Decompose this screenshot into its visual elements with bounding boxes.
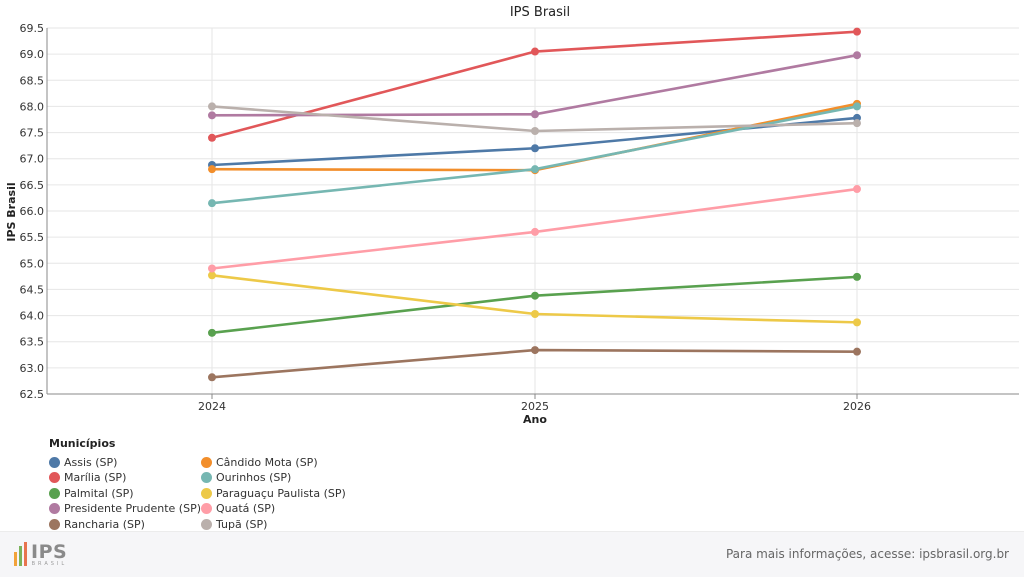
data-point[interactable] xyxy=(208,102,216,111)
series-3 xyxy=(208,102,861,208)
y-axis-label: IPS Brasil xyxy=(5,182,18,241)
logo-bars-icon xyxy=(14,542,27,566)
data-point[interactable] xyxy=(531,47,539,56)
data-point[interactable] xyxy=(531,127,539,136)
series-2 xyxy=(208,27,861,142)
logo-text: IPS xyxy=(31,541,68,563)
y-tick-label: 68.0 xyxy=(20,100,45,113)
legend-label: Presidente Prudente (SP) xyxy=(63,502,201,516)
data-point[interactable] xyxy=(853,272,861,281)
y-tick-label: 63.5 xyxy=(20,336,45,349)
data-point[interactable] xyxy=(208,328,216,337)
legend-item[interactable]: Presidente Prudente (SP) xyxy=(49,502,201,517)
y-tick-label: 65.0 xyxy=(20,257,45,270)
legend-item[interactable]: Quatá (SP) xyxy=(201,502,361,517)
y-tick-label: 66.0 xyxy=(20,205,45,218)
legend: Municípios Assis (SP) Cândido Mota (SP) Ma… xyxy=(49,437,361,532)
data-point[interactable] xyxy=(208,264,216,273)
x-tick-label: 2025 xyxy=(521,400,549,413)
grid xyxy=(47,27,1019,395)
data-point[interactable] xyxy=(853,185,861,194)
legend-item[interactable]: Cândido Mota (SP) xyxy=(201,455,361,470)
legend-swatch-icon xyxy=(49,503,60,515)
legend-item[interactable]: Rancharia (SP) xyxy=(49,517,201,532)
y-tick-label: 65.5 xyxy=(20,231,45,244)
logo-subtext: BRASIL xyxy=(31,561,68,567)
data-point[interactable] xyxy=(208,165,216,174)
legend-swatch-icon xyxy=(201,503,212,515)
chart-title: IPS Brasil xyxy=(510,5,570,20)
data-point[interactable] xyxy=(531,227,539,236)
data-point[interactable] xyxy=(853,27,861,36)
data-point[interactable] xyxy=(531,310,539,319)
legend-label: Palmital (SP) xyxy=(64,486,134,500)
data-point[interactable] xyxy=(853,119,861,128)
series-8 xyxy=(208,346,861,382)
data-point[interactable] xyxy=(208,373,216,382)
footer: IPS BRASIL Para mais informações, acesse… xyxy=(0,531,1024,577)
legend-swatch-icon xyxy=(49,472,60,484)
ips-logo: IPS BRASIL xyxy=(14,542,67,567)
data-point[interactable] xyxy=(531,110,539,119)
data-point[interactable] xyxy=(853,102,861,111)
y-tick-label: 69.5 xyxy=(20,22,45,35)
legend-item[interactable]: Marília (SP) xyxy=(49,471,201,486)
data-point[interactable] xyxy=(853,318,861,327)
axes: 62.5 63.0 63.5 64.0 64.5 65.0 65.5 66.0 66.5 67.0… xyxy=(20,22,1019,413)
series-5 xyxy=(208,271,861,327)
data-point[interactable] xyxy=(853,347,861,356)
legend-item[interactable]: Paraguaçu Paulista (SP) xyxy=(201,486,361,501)
y-tick-label: 67.0 xyxy=(20,153,45,166)
y-tick-label: 69.0 xyxy=(20,48,45,61)
y-tick-label: 66.5 xyxy=(20,179,45,192)
legend-label: Rancharia (SP) xyxy=(64,517,145,531)
series-4 xyxy=(208,272,861,337)
legend-label: Paraguaçu Paulista (SP) xyxy=(216,486,346,500)
data-point[interactable] xyxy=(531,346,539,355)
data-point[interactable] xyxy=(208,111,216,120)
x-axis-label: Ano xyxy=(523,413,547,426)
data-point[interactable] xyxy=(208,271,216,280)
legend-item[interactable]: Ourinhos (SP) xyxy=(201,471,361,486)
legend-item[interactable]: Assis (SP) xyxy=(49,455,201,470)
x-tick-label: 2026 xyxy=(843,400,871,413)
legend-label: Marília (SP) xyxy=(64,471,127,485)
legend-swatch-icon xyxy=(49,487,60,499)
legend-label: Ourinhos (SP) xyxy=(216,471,292,485)
legend-label: Assis (SP) xyxy=(64,455,118,469)
series-layer xyxy=(208,27,861,382)
legend-item[interactable]: Palmital (SP) xyxy=(49,486,201,501)
y-tick-label: 64.5 xyxy=(20,283,45,296)
data-point[interactable] xyxy=(531,165,539,174)
legend-swatch-icon xyxy=(201,456,212,468)
data-point[interactable] xyxy=(531,144,539,153)
data-point[interactable] xyxy=(208,133,216,142)
legend-item[interactable]: Tupã (SP) xyxy=(201,517,361,532)
footer-note[interactable]: Para mais informações, acesse: ipsbrasil… xyxy=(725,547,1009,561)
y-tick-label: 64.0 xyxy=(20,310,45,323)
y-tick-label: 63.0 xyxy=(20,362,45,375)
legend-title: Municípios xyxy=(49,437,116,450)
legend-label: Cândido Mota (SP) xyxy=(216,455,318,469)
legend-swatch-icon xyxy=(49,518,60,530)
y-tick-label: 68.5 xyxy=(20,74,45,87)
legend-label: Tupã (SP) xyxy=(216,517,268,531)
chart: IPS Brasil 62.563.063.564.064.565.065.56… xyxy=(5,5,1019,426)
legend-items: Assis (SP) Cândido Mota (SP) Marília (SP) O… xyxy=(49,455,361,532)
series-7 xyxy=(208,185,861,273)
y-tick-label: 67.5 xyxy=(20,127,45,140)
x-tick-label: 2024 xyxy=(198,400,226,413)
y-tick-label: 62.5 xyxy=(20,388,45,401)
legend-swatch-icon xyxy=(49,456,60,468)
data-point[interactable] xyxy=(208,199,216,208)
legend-swatch-icon xyxy=(201,487,212,499)
series-9 xyxy=(208,102,861,136)
legend-swatch-icon xyxy=(201,472,212,484)
data-point[interactable] xyxy=(853,51,861,60)
legend-swatch-icon xyxy=(201,518,212,530)
data-point[interactable] xyxy=(531,291,539,300)
legend-label: Quatá (SP) xyxy=(216,502,276,516)
